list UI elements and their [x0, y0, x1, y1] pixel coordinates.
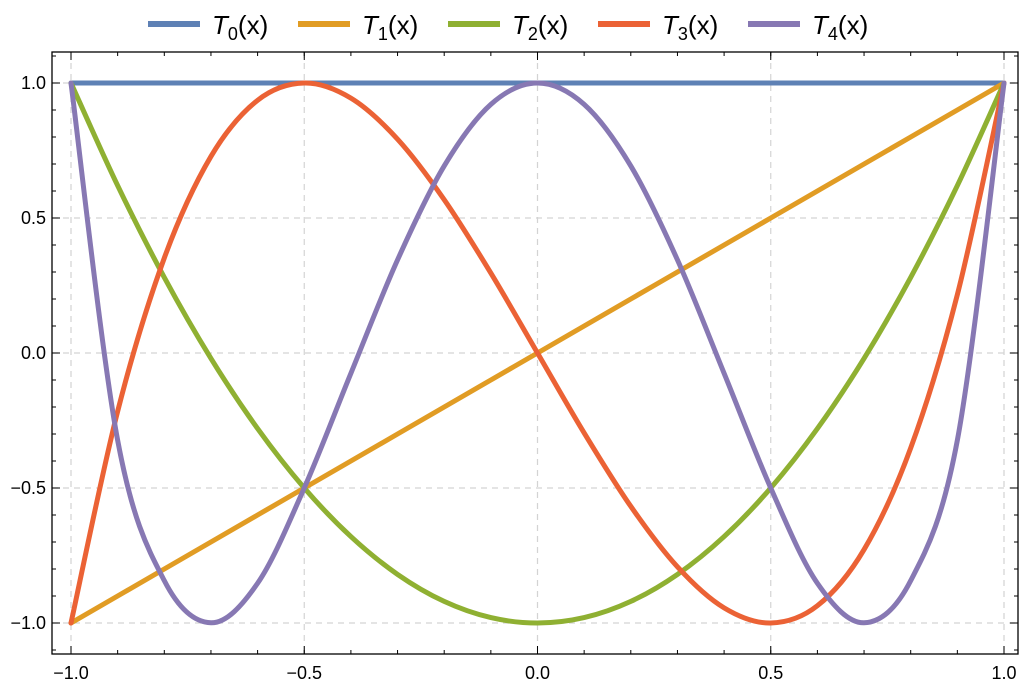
axis-ticks: −1.0 −0.5 0.0 0.5 1.0 −1.0 −0.5 0.0 0.5 1.0 — [10, 52, 1018, 683]
legend-label-t2: T2(x) — [512, 10, 568, 44]
y-tick-label: −0.5 — [10, 478, 46, 498]
legend: T0(x) T1(x) T2(x) T3(x) T4(x) — [148, 10, 868, 44]
y-tick-label: −1.0 — [10, 613, 46, 633]
y-tick-label: 0.0 — [21, 343, 46, 363]
y-tick-label: 1.0 — [21, 73, 46, 93]
legend-label-t3: T3(x) — [662, 10, 718, 44]
legend-label-t0: T0(x) — [212, 10, 268, 44]
series-curves — [68, 80, 1007, 626]
legend-label-t1: T1(x) — [362, 10, 418, 44]
series-line-t3 — [68, 80, 1007, 626]
x-tick-label: −1.0 — [53, 663, 89, 683]
legend-label-t4: T4(x) — [812, 10, 868, 44]
x-tick-label: 0.5 — [758, 663, 783, 683]
x-tick-label: 1.0 — [991, 663, 1016, 683]
x-tick-label: −0.5 — [286, 663, 322, 683]
y-tick-label: 0.5 — [21, 208, 46, 228]
series-line-t4 — [68, 80, 1007, 626]
series-line-t2 — [68, 80, 1007, 626]
x-tick-label: 0.0 — [525, 663, 550, 683]
